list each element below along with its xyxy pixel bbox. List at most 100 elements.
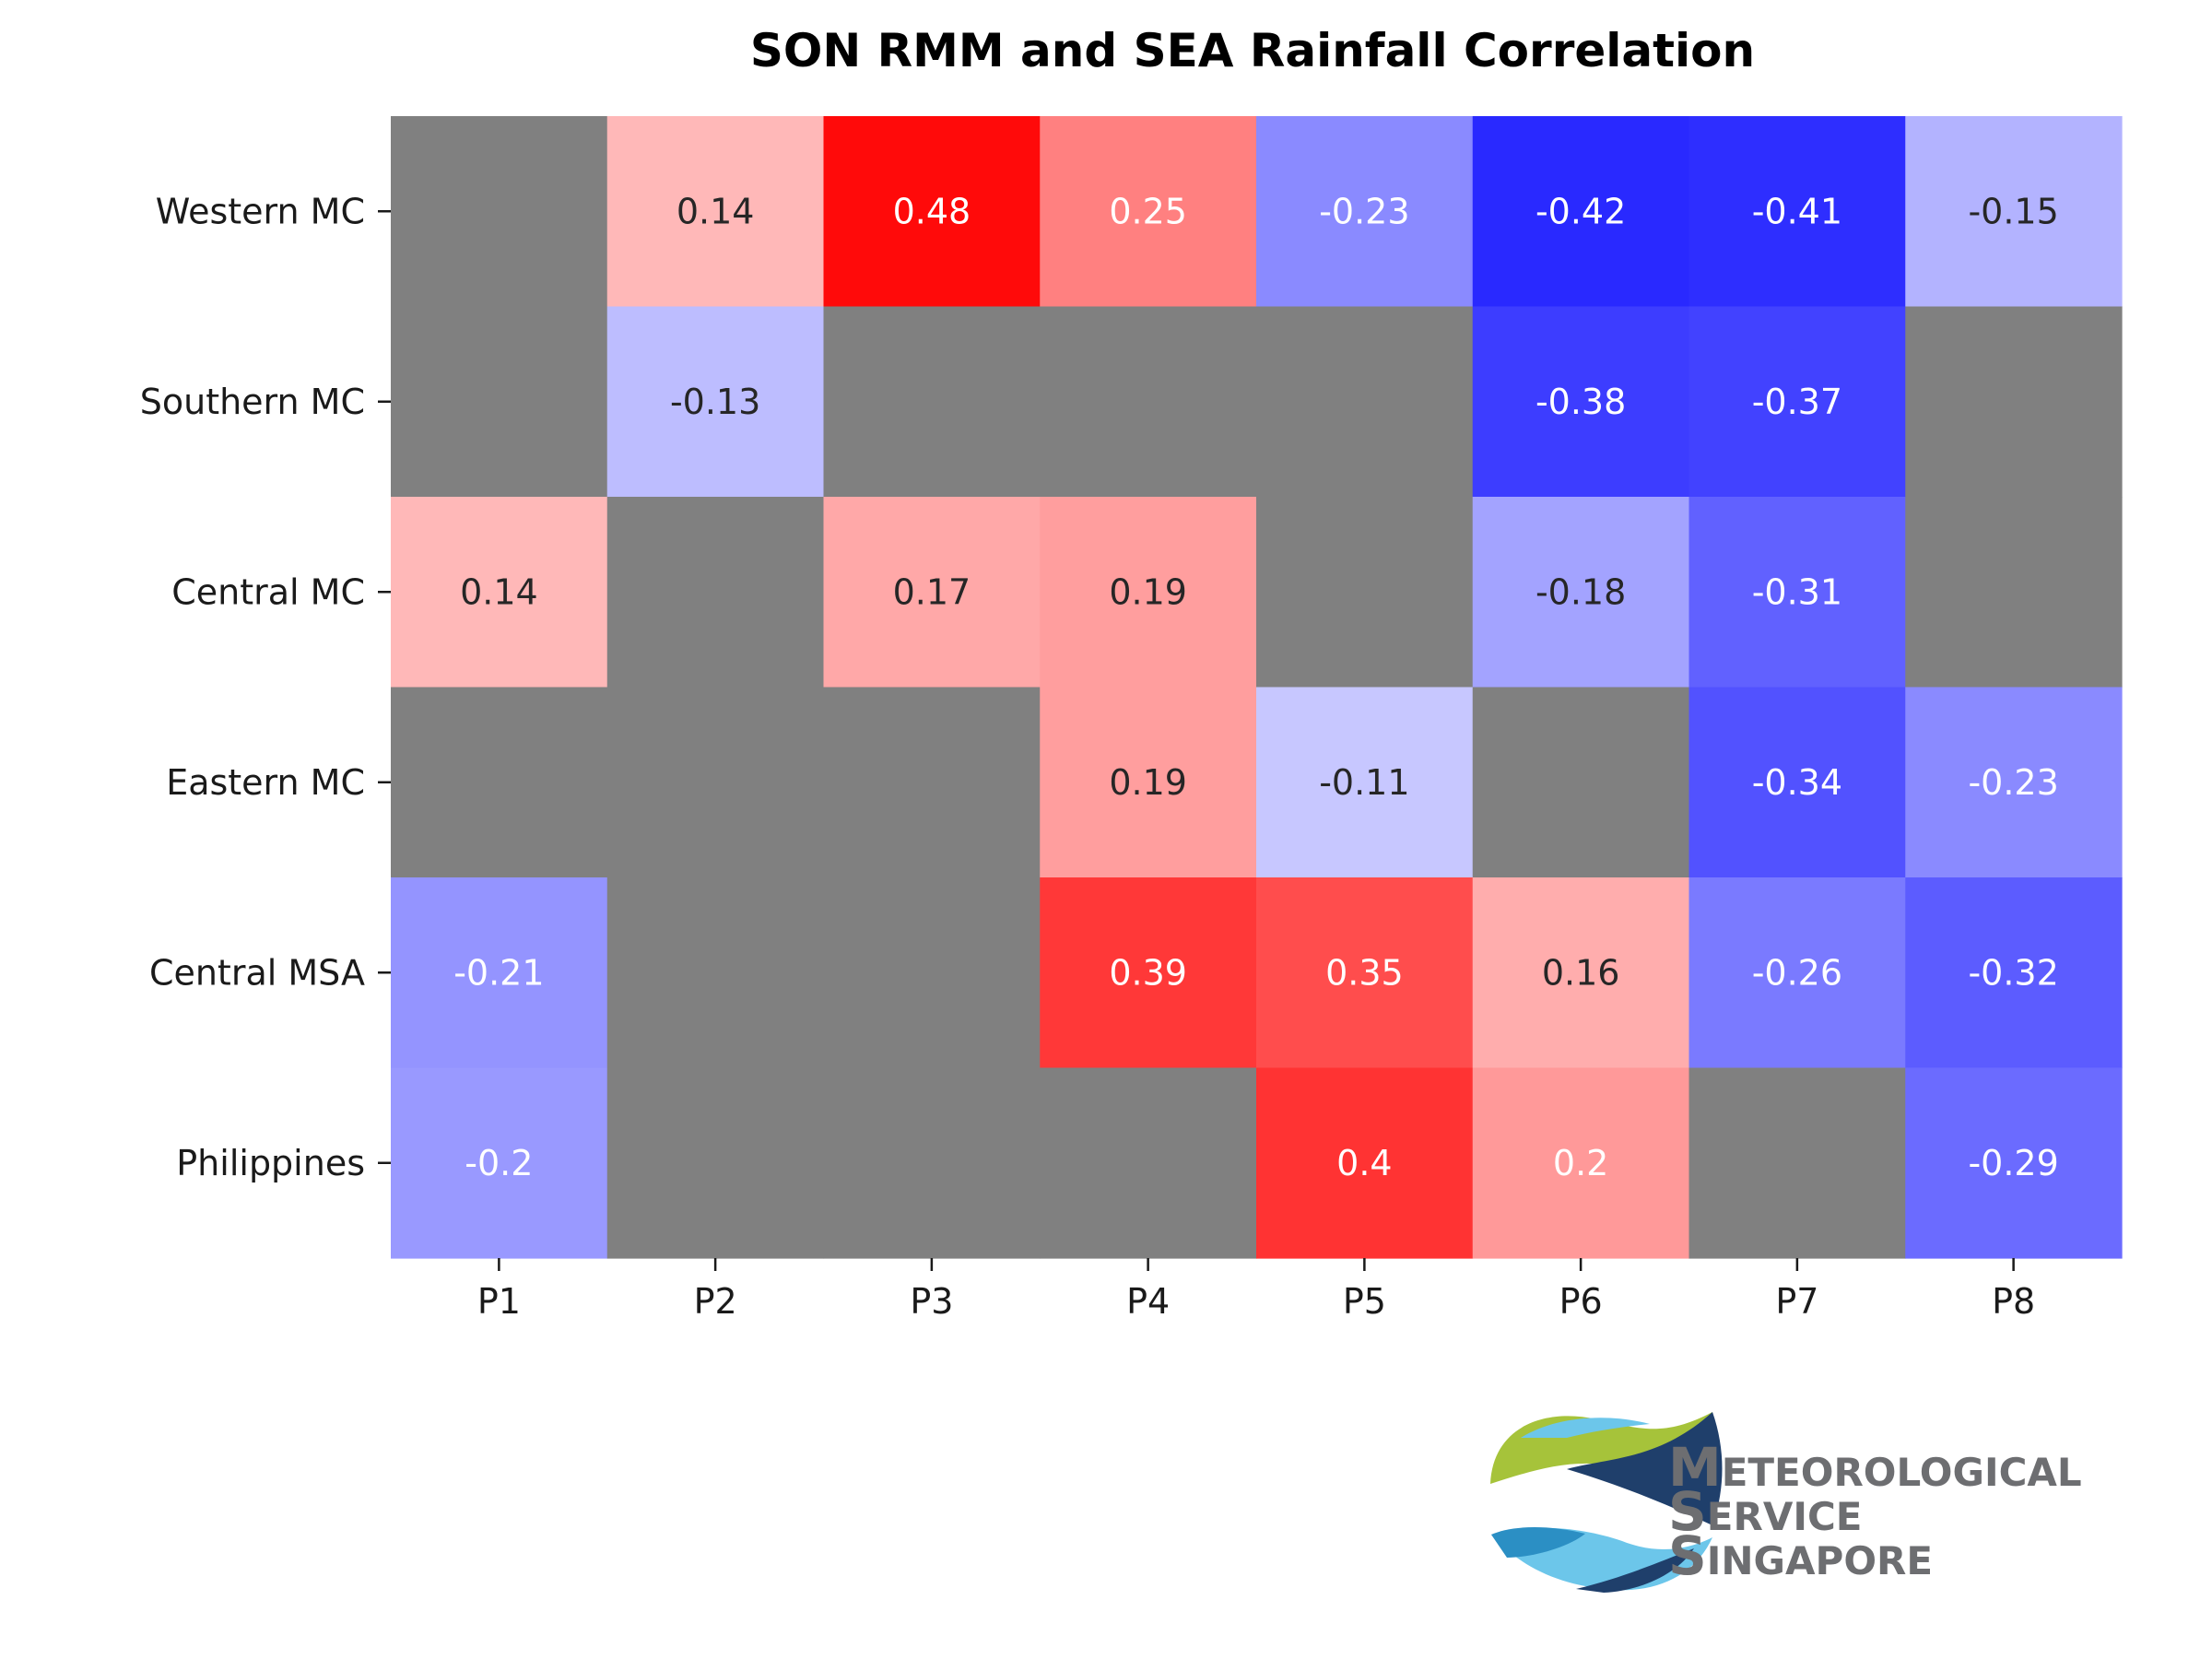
heatmap-cell — [1040, 1067, 1257, 1259]
heatmap-cell — [606, 687, 825, 878]
heatmap-cell — [823, 877, 1041, 1069]
heatmap-cell — [1472, 877, 1690, 1069]
heatmap-cell — [1256, 877, 1474, 1069]
logo-line-3-rest: INGAPORE — [1707, 1538, 1933, 1583]
x-tick-label: P8 — [1992, 1281, 2035, 1322]
logo-line-1-initial: M — [1668, 1436, 1722, 1499]
heatmap-cell — [1256, 306, 1474, 498]
heatmap-cell — [1688, 1067, 1906, 1259]
x-axis: P1 P2 P3 P4 P5 P6 P7 P8 — [477, 1258, 2035, 1322]
cell-value-label: -0.2 — [465, 1143, 533, 1183]
cell-value-label: -0.42 — [1535, 191, 1626, 231]
x-tick-label: P2 — [694, 1281, 737, 1322]
heatmap-cell — [606, 497, 825, 688]
cell-value-label: 0.48 — [893, 191, 971, 231]
cell-value-label: -0.26 — [1752, 952, 1842, 993]
cell-value-label: -0.15 — [1968, 191, 2058, 231]
heatmap-cell — [1905, 116, 2123, 308]
cell-value-label: 0.14 — [677, 191, 755, 231]
cell-value-label: -0.31 — [1752, 571, 1842, 612]
heatmap-cell — [1256, 687, 1474, 878]
heatmap-cell — [823, 687, 1041, 878]
cell-value-label: -0.41 — [1752, 191, 1842, 231]
y-tick-label: Central MSA — [149, 952, 365, 993]
heatmap-cell — [1688, 306, 1906, 498]
heatmap-cell — [823, 1067, 1041, 1259]
cell-value-label: -0.29 — [1968, 1143, 2058, 1183]
logo-line-1-rest: ETEOROLOGICAL — [1722, 1450, 2082, 1495]
heatmap-cell — [1256, 1067, 1474, 1259]
x-tick-label: P7 — [1775, 1281, 1818, 1322]
heatmap-cell — [391, 306, 608, 498]
heatmap-cell — [1905, 687, 2123, 878]
heatmap-cell — [1040, 497, 1257, 688]
heatmap-cell — [1688, 497, 1906, 688]
heatmap-cell — [1905, 306, 2123, 498]
cell-value-label: 0.35 — [1325, 952, 1404, 993]
logo-line-1: METEOROLOGICAL — [1668, 1436, 2082, 1499]
cell-value-label: -0.32 — [1968, 952, 2058, 993]
cell-value-label: 0.16 — [1542, 952, 1620, 993]
cell-value-label: 0.25 — [1109, 191, 1187, 231]
cell-value-label: -0.13 — [670, 382, 760, 422]
logo-line-3: SINGAPORE — [1668, 1524, 1933, 1587]
chart-title: SON RMM and SEA Rainfall Correlation — [750, 24, 1755, 77]
msg-emblem-icon — [1490, 1412, 1723, 1593]
heatmap-cell — [1472, 1067, 1690, 1259]
cell-value-label: -0.18 — [1535, 571, 1626, 612]
logo-line-2-initial: S — [1668, 1480, 1707, 1543]
logo-line-2-rest: ERVICE — [1707, 1494, 1863, 1539]
heatmap-cell — [823, 116, 1041, 308]
cell-value-label: 0.2 — [1553, 1143, 1608, 1183]
logo-line-3-initial: S — [1668, 1524, 1707, 1587]
heatmap-cell — [391, 687, 608, 878]
heatmap-cell — [606, 306, 825, 498]
logo-line-2: SERVICE — [1668, 1480, 1862, 1543]
cell-value-label: 0.39 — [1109, 952, 1187, 993]
heatmap-cell — [1472, 116, 1690, 308]
heatmap-cell — [1472, 306, 1690, 498]
cell-value-label: -0.21 — [453, 952, 544, 993]
heatmap-cell — [1472, 497, 1690, 688]
heatmap-cell — [606, 116, 825, 308]
x-tick-label: P4 — [1126, 1281, 1170, 1322]
x-tick-label: P1 — [477, 1281, 521, 1322]
cell-value-label: 0.4 — [1336, 1143, 1392, 1183]
heatmap-cell — [391, 877, 608, 1069]
x-tick-label: P3 — [910, 1281, 953, 1322]
y-tick-label: Philippines — [176, 1143, 365, 1183]
heatmap-cell — [1905, 877, 2123, 1069]
heatmap-cell — [1688, 877, 1906, 1069]
heatmap-cell — [1472, 687, 1690, 878]
cell-value-label: 0.14 — [460, 571, 538, 612]
heatmap-cell — [1040, 116, 1257, 308]
cell-value-label: -0.23 — [1968, 762, 2058, 803]
heatmap-cell — [1040, 306, 1257, 498]
heatmap-cell — [1688, 687, 1906, 878]
cell-value-label: -0.11 — [1319, 762, 1409, 803]
x-tick-label: P5 — [1343, 1281, 1386, 1322]
cell-value-label: 0.17 — [893, 571, 971, 612]
heatmap-cell — [1688, 116, 1906, 308]
cell-value-label: -0.23 — [1319, 191, 1409, 231]
heatmap-cell — [391, 1067, 608, 1259]
cell-value-label: 0.19 — [1109, 571, 1187, 612]
heatmap-cell — [1256, 497, 1474, 688]
heatmap-cell — [391, 116, 608, 308]
cell-value-label: 0.19 — [1109, 762, 1187, 803]
heatmap-cell — [606, 1067, 825, 1259]
cell-value-label: -0.34 — [1752, 762, 1842, 803]
heatmap-cell — [391, 497, 608, 688]
heatmap-cell — [1256, 116, 1474, 308]
heatmap-cell — [1040, 687, 1257, 878]
heatmap-cell — [1905, 1067, 2123, 1259]
y-tick-label: Eastern MC — [166, 762, 365, 803]
y-tick-label: Southern MC — [140, 382, 365, 422]
msg-logo: METEOROLOGICAL SERVICE SINGAPORE — [1490, 1412, 2082, 1593]
cell-value-label: -0.37 — [1752, 382, 1842, 422]
heatmap-cell — [1040, 877, 1257, 1069]
heatmap-cell — [606, 877, 825, 1069]
heatmap-cell — [823, 497, 1041, 688]
heatmap-cells: 0.14 0.48 0.25 -0.23 -0.42 -0.41 -0.15 -0.13 -0.… — [391, 116, 2123, 1259]
